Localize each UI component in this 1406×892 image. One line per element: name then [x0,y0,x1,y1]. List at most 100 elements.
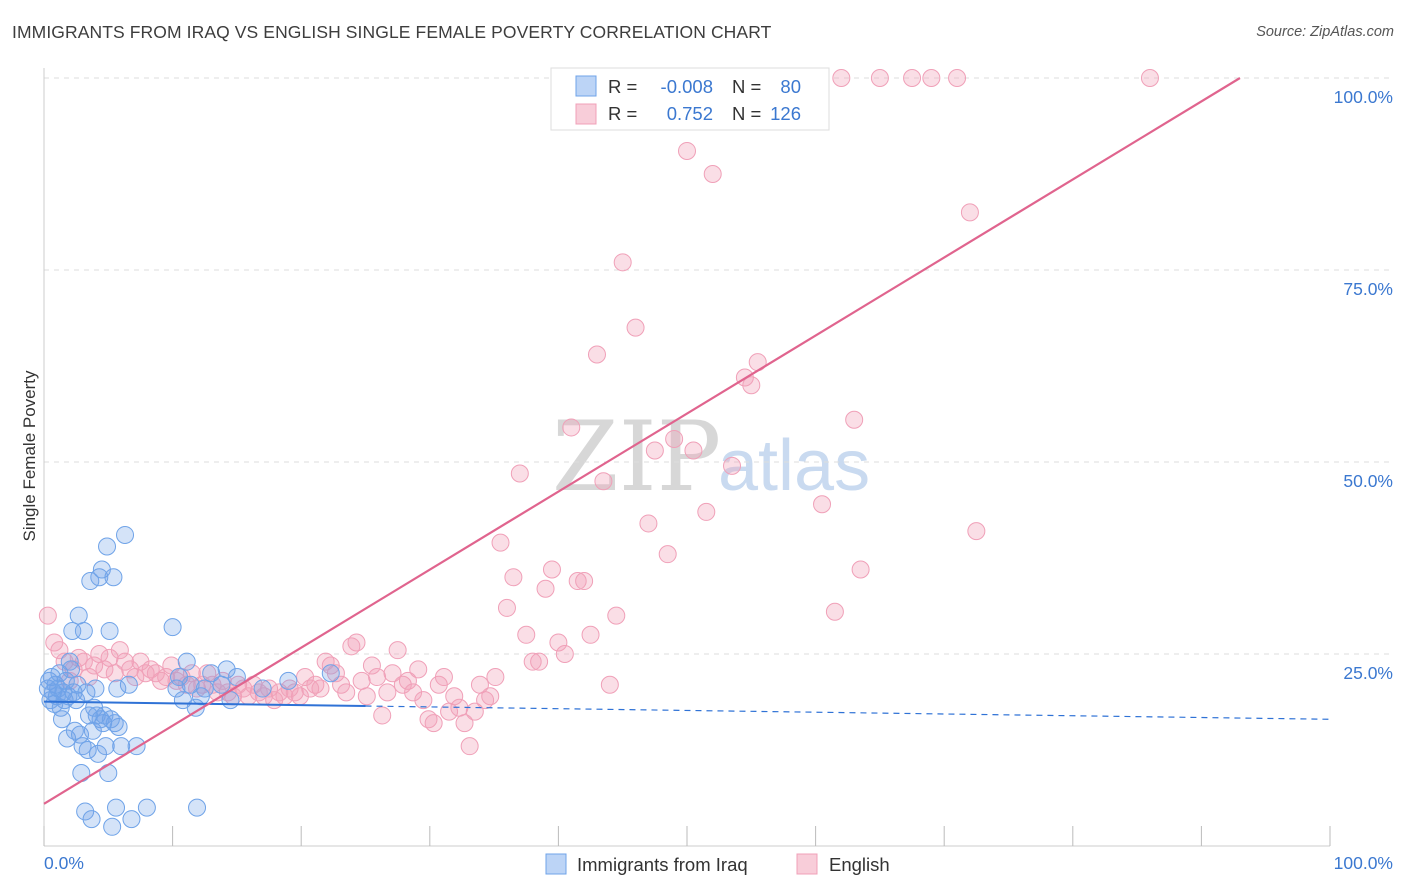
english-point [697,502,716,521]
legend-swatch-iraq [575,75,597,97]
iraq-point [137,798,156,817]
iraq-point [67,691,86,710]
english-point [131,652,150,671]
english-point [383,664,402,683]
iraq-point [108,679,127,698]
y-tick-label: 100.0% [1334,87,1393,107]
english-point [177,675,196,694]
english-point [460,737,479,756]
english-point [903,69,922,87]
english-point [948,69,967,87]
english-point [352,671,371,690]
english-point [568,572,587,591]
english-point [357,687,376,706]
english-point [555,645,574,663]
iraq-point [53,710,72,729]
english-point [347,633,366,652]
iraq-point [89,744,108,763]
english-point [703,165,722,183]
iraq-point [177,652,196,671]
iraq-trend-line-extension [365,705,1331,720]
english-point [600,675,619,694]
english-point [55,652,74,671]
english-point [424,714,443,733]
english-point [414,691,433,710]
iraq-point [82,810,101,829]
english-point [368,668,387,687]
english-point [562,418,581,437]
english-point [587,345,606,364]
grid-lines [44,77,1392,655]
english-point [639,514,658,533]
iraq-point [119,675,138,694]
iraq-point [122,810,141,829]
iraq-point [98,537,117,556]
iraq-trend-line [43,700,366,708]
legend-swatch-english [575,103,597,125]
series-legend: Immigrants from Iraq English [545,853,890,875]
english-point [198,664,217,683]
english-point [85,656,104,675]
legend-n-value-english: 126 [770,103,801,124]
iraq-point [86,679,105,698]
english-point [967,522,986,541]
english-point [95,660,114,679]
english-point [445,687,464,706]
english-point [260,679,279,698]
legend-r-value-iraq: -0.008 [661,76,713,97]
watermark-atlas: atlas [718,426,870,506]
iraq-point [81,572,100,591]
iraq-point [202,664,221,683]
y-axis-title: Single Female Poverty [20,370,39,542]
english-point [491,533,510,552]
legend-r-label-iraq: R = [608,76,637,97]
english-point [851,560,870,579]
english-point [326,664,345,683]
iraq-point [116,525,135,544]
tick-labels: 25.0% 50.0% 75.0% 100.0% 0.0% 100.0% [44,87,1393,873]
iraq-point [76,802,95,821]
iraq-point [163,618,182,637]
english-point [434,668,453,687]
iraq-point [100,621,119,640]
english-point [607,606,626,625]
iraq-point [279,671,298,690]
iraq-point [253,679,272,698]
iraq-point [68,675,87,694]
english-point [922,69,941,87]
english-point [542,560,561,579]
english-point [337,683,356,702]
english-point [404,683,423,702]
iraq-point [69,606,88,625]
english-point [110,641,129,660]
iraq-point [60,652,79,671]
english-point [388,641,407,660]
english-point [373,706,392,725]
english-point [510,464,529,483]
english-trend-line [43,77,1241,805]
english-point [678,141,696,160]
iraq-point [217,660,236,679]
english-point [1140,69,1159,87]
y-tick-label: 25.0% [1343,663,1393,683]
english-point [536,579,555,598]
english-point [398,671,417,690]
source-label: Source: ZipAtlas.com [1256,24,1394,40]
iraq-point [96,737,115,756]
iraq-point [181,675,200,694]
bottom-legend-swatch-iraq [545,853,567,875]
legend-r-value-english: 0.752 [667,103,713,124]
x-tick-label-min: 0.0% [44,853,84,873]
english-point [832,69,851,87]
english-point [845,410,864,429]
iraq-point [78,741,97,759]
english-point [311,679,330,698]
english-point [594,472,613,491]
english-point [549,633,568,652]
english-point [581,625,600,644]
english-point [296,668,315,687]
bottom-legend-swatch-english [796,853,818,875]
legend-r-label-english: R = [608,103,637,124]
iraq-point [188,798,207,817]
